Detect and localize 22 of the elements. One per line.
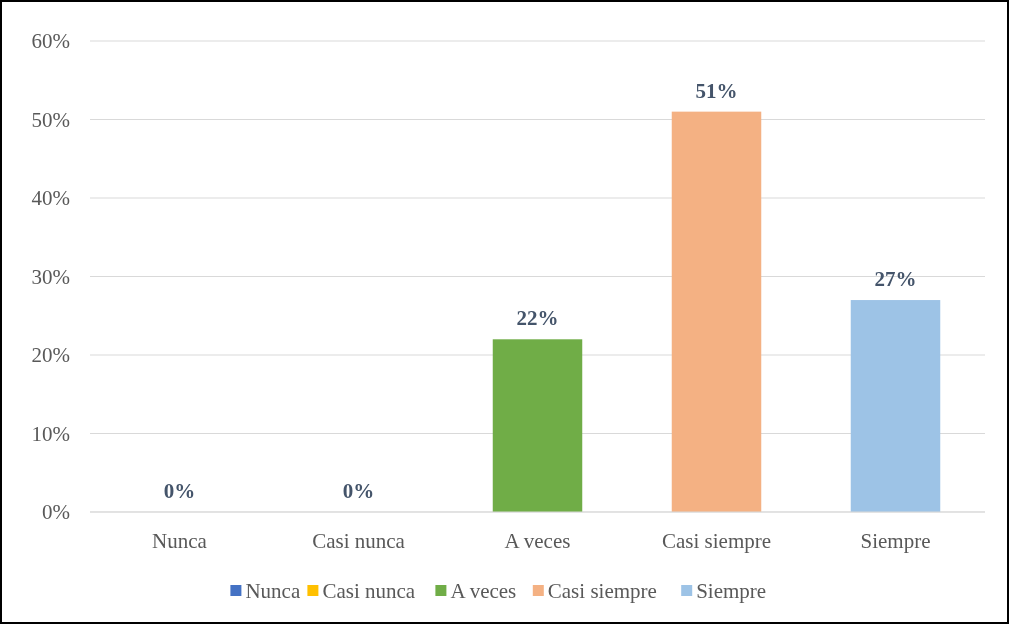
y-tick-label: 20% [31, 343, 70, 368]
y-tick-label: 10% [31, 421, 70, 446]
x-tick-label: Nunca [152, 529, 208, 553]
y-tick-label: 0% [42, 500, 70, 525]
legend-label: Casi nunca [322, 579, 416, 604]
x-tick-label: A veces [504, 529, 571, 553]
data-label: 51% [695, 78, 738, 103]
data-label: 0% [163, 479, 196, 503]
y-tick-label: 60% [31, 29, 70, 54]
y-tick-label: 30% [31, 264, 70, 289]
x-tick-label: Casi siempre [661, 529, 772, 553]
data-label: 0% [342, 479, 375, 503]
legend-label: Nunca [245, 579, 301, 604]
legend-label: A veces [450, 579, 517, 604]
x-tick-label: Siempre [860, 529, 931, 553]
y-tick-label: 50% [31, 107, 70, 132]
data-label: 27% [874, 267, 917, 292]
y-tick-label: 40% [31, 186, 70, 211]
legend-label: Casi siempre [547, 579, 657, 604]
x-tick-label: Casi nunca [312, 529, 406, 553]
legend-label: Siempre [696, 579, 767, 604]
data-label: 22% [516, 306, 559, 331]
